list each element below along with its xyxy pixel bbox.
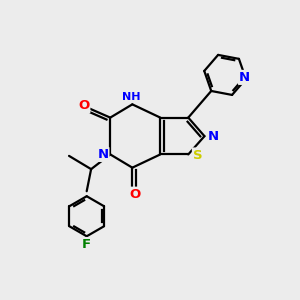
Text: O: O <box>78 99 89 112</box>
Text: O: O <box>130 188 141 201</box>
Text: N: N <box>97 148 109 161</box>
Text: NH: NH <box>122 92 140 102</box>
Text: N: N <box>239 71 250 84</box>
Text: N: N <box>208 130 219 143</box>
Text: S: S <box>193 148 202 161</box>
Text: F: F <box>82 238 91 251</box>
